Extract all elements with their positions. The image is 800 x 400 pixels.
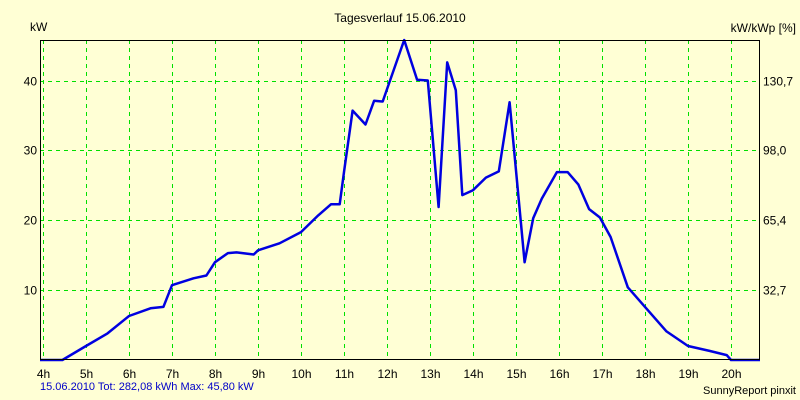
y-tick-label-left: 40 [24,75,38,89]
x-tick-label: 13h [420,367,440,381]
x-tick-label: 19h [678,367,698,381]
x-tick-label: 12h [377,367,397,381]
x-tick-label: 15h [506,367,526,381]
x-tick-label: 11h [335,367,354,381]
y-tick-label-right: 32,7 [763,284,787,298]
y-axis-left-label: kW [30,20,48,34]
y-axis-right-label: kW/kWp [%] [730,21,796,35]
summary-text: 15.06.2010 Tot: 282,08 kWh Max: 45,80 kW [40,381,254,393]
x-tick-label: 14h [463,367,483,381]
x-tick-label: 8h [209,367,222,381]
x-tick-label: 7h [166,367,179,381]
power-curve [40,38,760,362]
y-tick-label-left: 10 [24,284,38,298]
x-tick-label: 5h [80,367,93,381]
chart-title: Tagesverlauf 15.06.2010 [334,11,466,25]
x-tick-label: 20h [721,367,741,381]
x-tick-label: 18h [635,367,655,381]
y-tick-label-left: 20 [24,214,38,228]
x-tick-label: 17h [592,367,612,381]
y-tick-label-left: 30 [24,144,38,158]
y-tick-label-right: 65,4 [763,214,787,228]
x-tick-label: 9h [252,367,265,381]
y-tick-label-right: 98,0 [763,144,787,158]
grid-lines [40,40,760,360]
x-tick-label: 16h [549,367,569,381]
brand-label: SunnyReport pinxit [703,385,796,397]
plot-frame [40,40,760,360]
axis-ticks: 4h 5h 6h 7h 8h 9h 10h 11h 12h 13h 14h 15h 16h 17h 18h 1… [24,75,794,382]
x-tick-label: 4h [37,367,50,381]
y-tick-label-right: 130,7 [763,75,793,89]
x-tick-label: 6h [123,367,136,381]
x-tick-label: 10h [291,367,311,381]
